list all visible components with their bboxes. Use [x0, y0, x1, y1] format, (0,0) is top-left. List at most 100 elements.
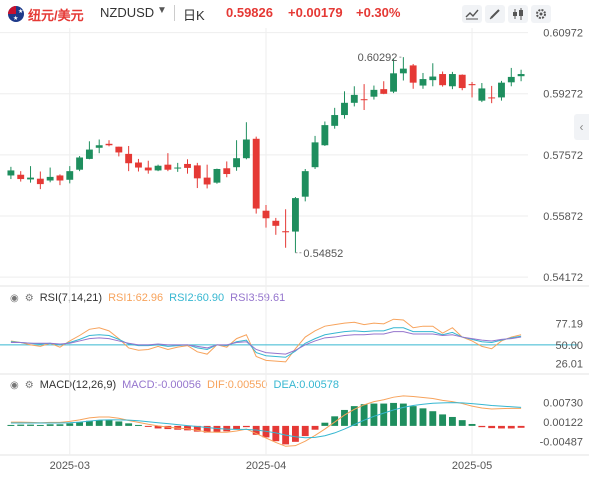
macd-bar: [76, 422, 84, 426]
candle: [105, 143, 113, 146]
rsi1-value: RSI1:62.96: [108, 292, 164, 304]
candle: [135, 162, 142, 168]
low-annotation: 0.54852: [303, 248, 343, 260]
macd-bar: [154, 425, 162, 429]
rsi-tick-label: 77.19: [555, 319, 583, 331]
rsi2-value: RSI2:60.90: [169, 292, 225, 304]
macd-tick-label: -0.00487: [540, 436, 583, 448]
candle: [498, 82, 505, 98]
macd-bar: [488, 425, 496, 429]
macd-bar: [517, 425, 525, 428]
y-tick-label: 0.55872: [543, 211, 583, 223]
candle: [144, 167, 152, 171]
candle: [262, 210, 270, 219]
candle: [380, 89, 388, 94]
rsi-series-line: [10, 327, 522, 358]
macd-bar: [439, 414, 447, 426]
x-tick-label: 2025-04: [246, 460, 286, 472]
macd-bar: [331, 416, 339, 426]
candle: [341, 102, 348, 116]
last-price: 0.59826: [226, 5, 273, 20]
gear-icon[interactable]: ⚙: [24, 292, 34, 304]
price-change: +0.00179: [288, 5, 343, 20]
macd-bar: [105, 420, 113, 426]
candle: [7, 170, 15, 176]
macd-bar: [135, 424, 142, 426]
macd-tick-label: 0.00730: [543, 398, 583, 410]
macd-bar: [203, 425, 211, 433]
rsi-tick-label: 26.01: [555, 358, 583, 370]
y-tick-label: 0.54172: [543, 272, 583, 284]
macd-bar: [292, 425, 299, 442]
candle: [115, 146, 123, 153]
chevron-down-icon[interactable]: ▼: [157, 5, 167, 16]
macd-bar: [350, 406, 358, 426]
macd-value: MACD:-0.00056: [122, 379, 201, 391]
macd-bar: [390, 402, 397, 426]
dif-line: [10, 395, 522, 447]
settings-gear-icon[interactable]: [531, 5, 551, 23]
macd-tick-label: 0.00122: [543, 417, 583, 429]
macd-label: MACD(12,26,9): [39, 379, 117, 391]
macd-bar: [468, 423, 476, 426]
candle: [468, 84, 476, 86]
candle: [66, 171, 74, 180]
candle: [46, 176, 54, 181]
macd-bar: [125, 423, 133, 426]
candle: [409, 65, 417, 83]
macd-bar: [409, 406, 417, 426]
chevron-left-icon[interactable]: ‹: [574, 114, 589, 140]
macd-header: ◉ ⚙ MACD(12,26,9) MACD:-0.00056 DIF:0.00…: [10, 379, 339, 391]
candle: [252, 138, 260, 209]
candle: [429, 76, 437, 81]
macd-bar: [85, 420, 93, 426]
candle: [517, 74, 525, 77]
candle: [439, 74, 447, 86]
macd-bar: [321, 422, 329, 426]
candle: [448, 74, 456, 87]
candle: [488, 97, 496, 99]
dif-value: DIF:0.00550: [207, 379, 268, 391]
candle: [390, 73, 397, 92]
timeframe-selector[interactable]: 日K: [183, 8, 205, 23]
eye-icon[interactable]: ◉: [10, 292, 19, 304]
candle: [233, 158, 240, 168]
candle: [36, 178, 44, 185]
gear-icon[interactable]: ⚙: [24, 379, 34, 391]
indicators-icon[interactable]: [508, 5, 528, 23]
candle: [301, 171, 309, 197]
macd-bar: [233, 425, 240, 430]
candle: [360, 99, 368, 101]
divider: [174, 5, 175, 21]
chart-header: ★ ★ 纽元/美元 NZDUSD ▼ 日K 0.59826 +0.00179 +…: [0, 0, 589, 28]
candle: [272, 220, 280, 226]
eye-icon[interactable]: ◉: [10, 379, 19, 391]
candle: [478, 88, 486, 101]
rsi-label: RSI(7,14,21): [39, 292, 103, 304]
dea-value: DEA:0.00578: [273, 379, 339, 391]
macd-bar: [56, 424, 64, 426]
macd-bar: [478, 425, 486, 428]
candle: [174, 167, 182, 169]
candle: [223, 168, 231, 175]
x-tick-label: 2025-05: [452, 460, 492, 472]
macd-bar: [429, 411, 437, 426]
symbol-selector[interactable]: NZDUSD: [100, 5, 155, 20]
macd-bar: [46, 424, 54, 426]
macd-bar: [27, 424, 34, 426]
macd-bar: [341, 409, 348, 426]
macd-bar: [311, 425, 319, 430]
macd-bar: [144, 425, 152, 427]
y-tick-label: 0.59272: [543, 89, 583, 101]
candle: [17, 174, 25, 180]
candle: [27, 177, 34, 180]
macd-bar: [95, 420, 103, 426]
macd-bar: [7, 424, 15, 426]
macd-bar: [419, 408, 427, 426]
macd-bar: [66, 423, 74, 426]
nz-flag-icon: ★ ★: [8, 6, 24, 22]
pencil-draw-icon[interactable]: [485, 5, 505, 23]
pair-label: 纽元/美元: [28, 8, 84, 23]
chart-line-icon[interactable]: [462, 5, 482, 23]
